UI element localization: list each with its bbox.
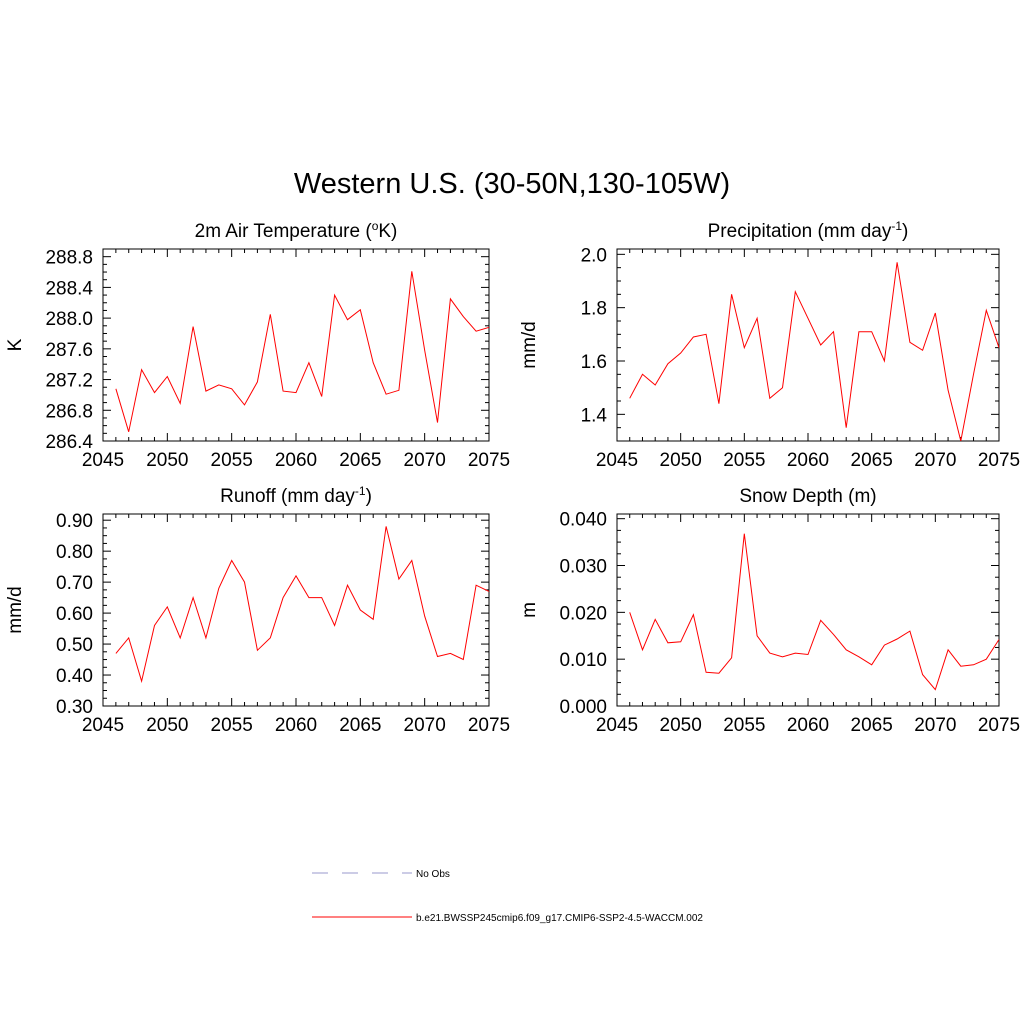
panel-title: Runoff (mm day-1): [220, 484, 372, 507]
y-tick-label: 1.6: [581, 352, 607, 373]
x-tick-label: 2055: [211, 715, 253, 736]
y-tick-label: 0.30: [56, 697, 93, 718]
x-tick-label: 2070: [914, 715, 956, 736]
x-tick-label: 2060: [275, 715, 317, 736]
y-tick-label: 1.4: [581, 405, 608, 426]
chart-panel-1: 2m Air Temperature (oK) K 2045 2050 2055 2060…: [5, 219, 510, 471]
x-tick-label: 2070: [404, 450, 446, 471]
x-tick-label: 2065: [851, 715, 893, 736]
legend-label: b.e21.BWSSP245cmip6.f09_g17.CMIP6-SSP2-4…: [416, 913, 703, 924]
legend-label: No Obs: [416, 869, 450, 880]
x-tick-label: 2045: [82, 450, 124, 471]
x-tick-label: 2055: [211, 450, 253, 471]
x-tick-label: 2075: [468, 450, 510, 471]
x-tick-label: 2075: [978, 715, 1020, 736]
plot-frame: [102, 513, 490, 707]
x-tick-label: 2050: [660, 715, 702, 736]
y-tick-label: 288.4: [45, 278, 93, 299]
y-tick-label: 286.8: [45, 401, 93, 422]
plot-frame: [102, 248, 490, 442]
series-line: [115, 526, 489, 684]
y-tick-label: 0.030: [559, 557, 607, 578]
x-tick-label: 2065: [339, 715, 381, 736]
x-tick-label: 2045: [82, 715, 124, 736]
panel-title: Precipitation (mm day-1): [708, 219, 909, 242]
y-axis-label: K: [5, 338, 26, 351]
panel-title: Snow Depth (m): [739, 486, 876, 507]
x-tick-label: 2045: [596, 715, 638, 736]
y-tick-label: 0.020: [559, 603, 607, 624]
plot-frame: [616, 248, 1000, 442]
x-tick-label: 2050: [660, 450, 702, 471]
y-tick-label: 286.4: [45, 432, 93, 453]
chart-panel-3: Runoff (mm day-1) mm/d 2045 2050 2055 2060 206…: [5, 484, 510, 736]
figure-title: Western U.S. (30-50N,130-105W): [293, 168, 731, 200]
x-tick-label: 2060: [275, 450, 317, 471]
series-line: [629, 533, 999, 691]
x-tick-label: 2055: [723, 450, 765, 471]
y-tick-label: 0.60: [56, 604, 93, 625]
y-tick-label: 288.0: [45, 309, 93, 330]
y-tick-label: 0.80: [56, 542, 93, 563]
y-tick-label: 0.010: [559, 650, 607, 671]
series-line: [115, 271, 489, 432]
y-tick-label: 0.40: [56, 666, 93, 687]
chart-panel-4: Snow Depth (m) m 2045 2050 2055 2060 2065 2070 2…: [519, 486, 1020, 736]
chart-panel-2: Precipitation (mm day-1) mm/d 2045 2050 2055…: [519, 219, 1020, 471]
x-tick-label: 2055: [723, 715, 765, 736]
y-axis-label: mm/d: [5, 586, 26, 634]
plot-frame: [616, 513, 1000, 707]
x-tick-label: 2050: [146, 450, 188, 471]
x-tick-label: 2070: [404, 715, 446, 736]
x-tick-label: 2075: [468, 715, 510, 736]
y-tick-label: 1.8: [581, 299, 607, 320]
x-tick-label: 2045: [596, 450, 638, 471]
y-tick-label: 0.040: [559, 510, 607, 531]
y-tick-label: 0.000: [559, 697, 607, 718]
y-tick-label: 0.90: [56, 511, 93, 532]
x-tick-label: 2065: [851, 450, 893, 471]
y-tick-label: 0.50: [56, 635, 93, 656]
y-tick-label: 287.2: [45, 371, 93, 392]
x-tick-label: 2065: [339, 450, 381, 471]
y-axis-label: mm/d: [519, 321, 540, 369]
series-line: [629, 262, 999, 441]
x-tick-label: 2060: [787, 715, 829, 736]
y-axis-label: m: [519, 602, 540, 618]
x-tick-label: 2050: [146, 715, 188, 736]
y-tick-label: 2.0: [581, 245, 607, 266]
x-tick-label: 2075: [978, 450, 1020, 471]
panel-title: 2m Air Temperature (oK): [195, 219, 398, 242]
x-tick-label: 2060: [787, 450, 829, 471]
legend: No Obs b.e21.BWSSP245cmip6.f09_g17.CMIP6-…: [312, 869, 703, 924]
y-tick-label: 0.70: [56, 573, 93, 594]
y-tick-label: 288.8: [45, 248, 93, 269]
y-tick-label: 287.6: [45, 340, 93, 361]
x-tick-label: 2070: [914, 450, 956, 471]
